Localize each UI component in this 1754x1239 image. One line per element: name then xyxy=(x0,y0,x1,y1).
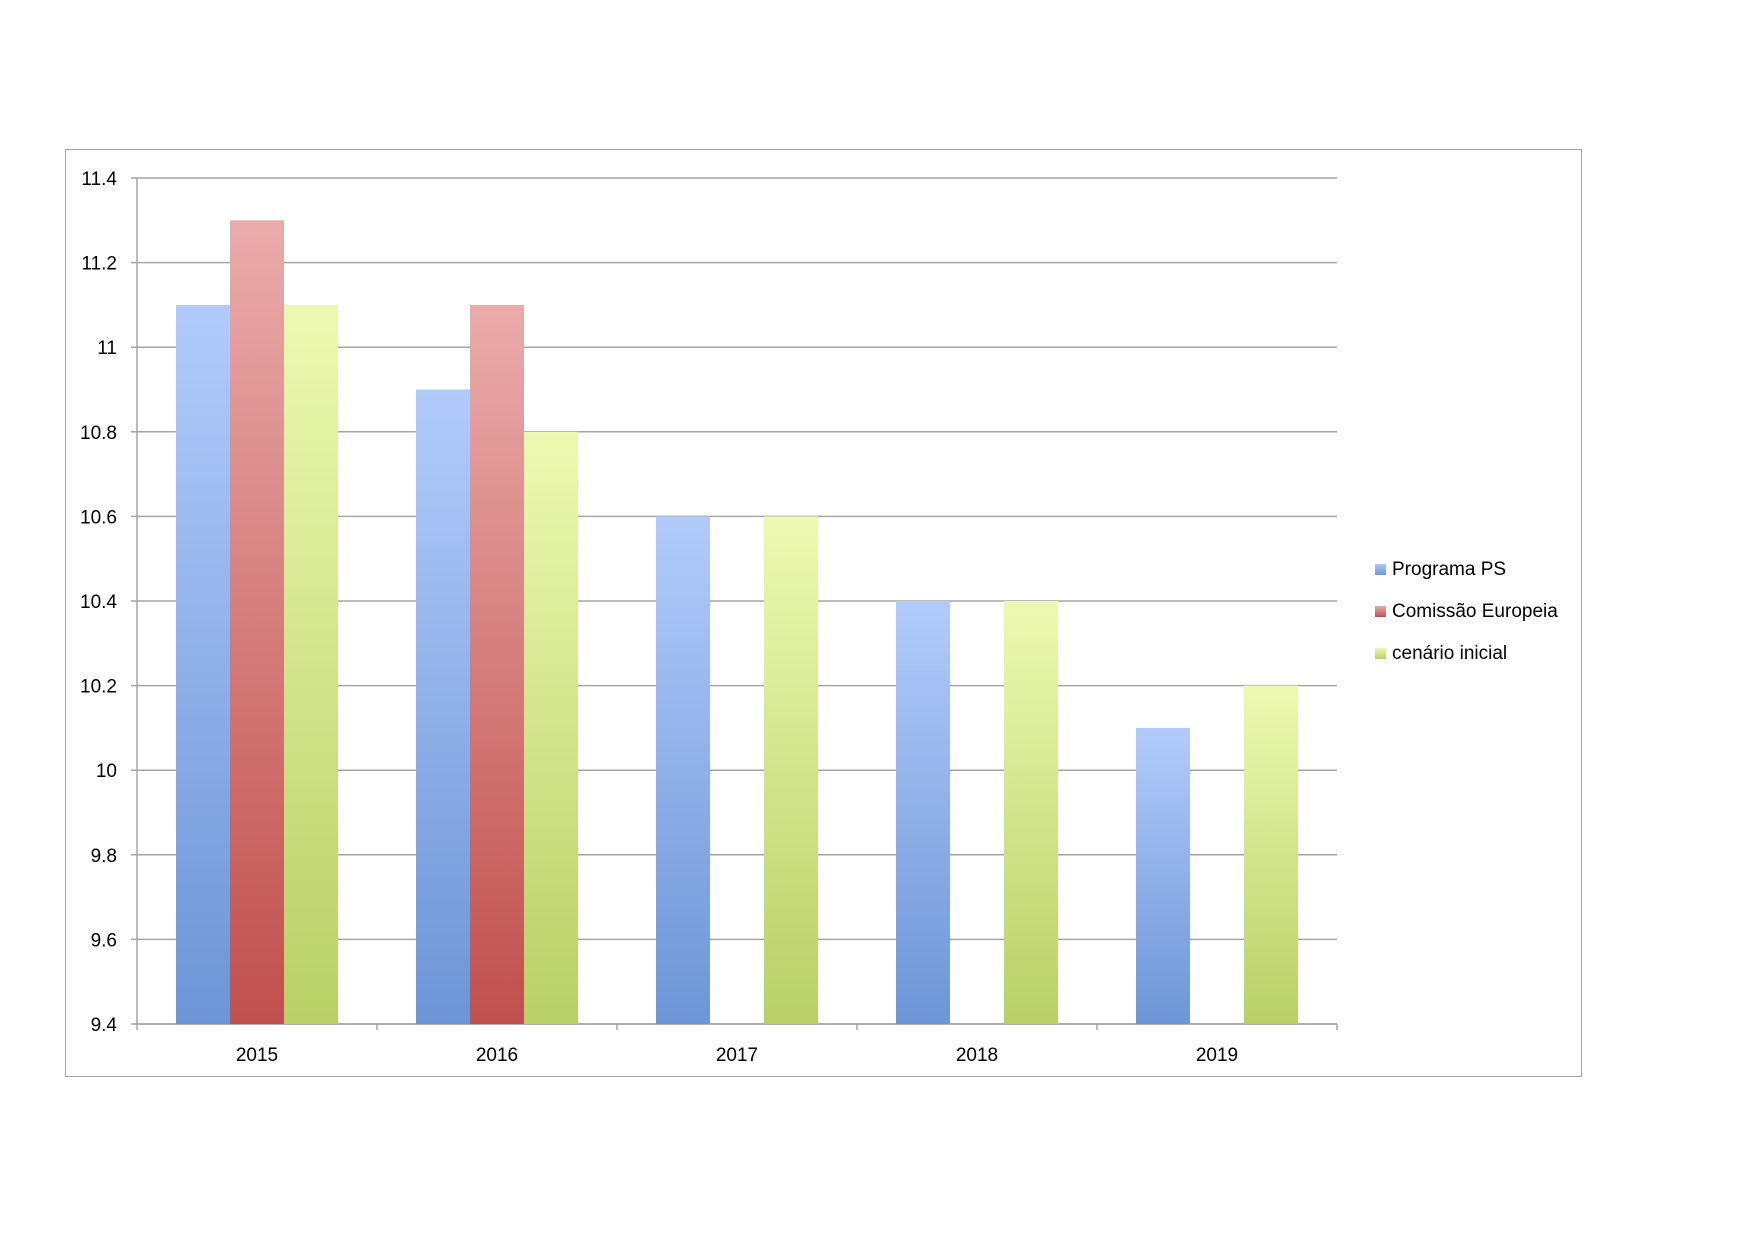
x-axis-tick-labels: 2015 2016 2017 2018 2019 xyxy=(236,1045,1238,1066)
y-tick-label: 11.2 xyxy=(81,254,117,275)
legend: Programa PS Comissão Europeia cenário inic… xyxy=(1375,559,1558,664)
bar-programa-ps-2015 xyxy=(176,304,230,1024)
y-tick-label: 9.4 xyxy=(91,1015,118,1036)
bar-programa-ps-2019 xyxy=(1136,727,1190,1024)
bar-cen-rio-inicial-2019 xyxy=(1244,685,1298,1024)
bars xyxy=(176,220,1298,1025)
legend-label: Comissão Europeia xyxy=(1392,601,1558,622)
bar-cen-rio-inicial-2017 xyxy=(764,516,818,1024)
legend-label: Programa PS xyxy=(1392,559,1506,580)
x-tick-label: 2019 xyxy=(1196,1045,1238,1066)
y-tick-label: 10.2 xyxy=(80,677,117,698)
x-tick-label: 2015 xyxy=(236,1045,278,1066)
y-tick-label: 11.4 xyxy=(81,169,117,190)
y-tick-label: 11 xyxy=(97,338,117,359)
legend-label: cenário inicial xyxy=(1392,643,1507,664)
bar-programa-ps-2018 xyxy=(896,601,950,1024)
bar-programa-ps-2016 xyxy=(416,389,470,1024)
x-tick-label: 2018 xyxy=(956,1045,998,1066)
bar-programa-ps-2017 xyxy=(656,516,710,1024)
x-tick-label: 2016 xyxy=(476,1045,518,1066)
bar-comiss-o-europeia-2016 xyxy=(470,304,524,1024)
bar-cen-rio-inicial-2016 xyxy=(524,431,578,1024)
y-tick-label: 9.8 xyxy=(91,846,117,867)
y-tick-label: 10 xyxy=(96,761,117,782)
y-tick-label: 10.8 xyxy=(80,423,117,444)
legend-swatch xyxy=(1375,606,1386,617)
legend-swatch xyxy=(1375,564,1386,575)
y-tick-label: 9.6 xyxy=(91,930,117,951)
bar-comiss-o-europeia-2015 xyxy=(230,220,284,1025)
y-tick-label: 10.4 xyxy=(80,592,117,613)
bar-cen-rio-inicial-2018 xyxy=(1004,601,1058,1024)
bar-cen-rio-inicial-2015 xyxy=(284,304,338,1024)
legend-swatch xyxy=(1375,648,1386,659)
y-tick-label: 10.6 xyxy=(80,507,117,528)
y-axis-tick-labels: 9.4 9.6 9.8 10 10.2 10.4 10.6 10.8 11 11.2 11.4 xyxy=(80,169,117,1036)
x-tick-label: 2017 xyxy=(716,1045,758,1066)
